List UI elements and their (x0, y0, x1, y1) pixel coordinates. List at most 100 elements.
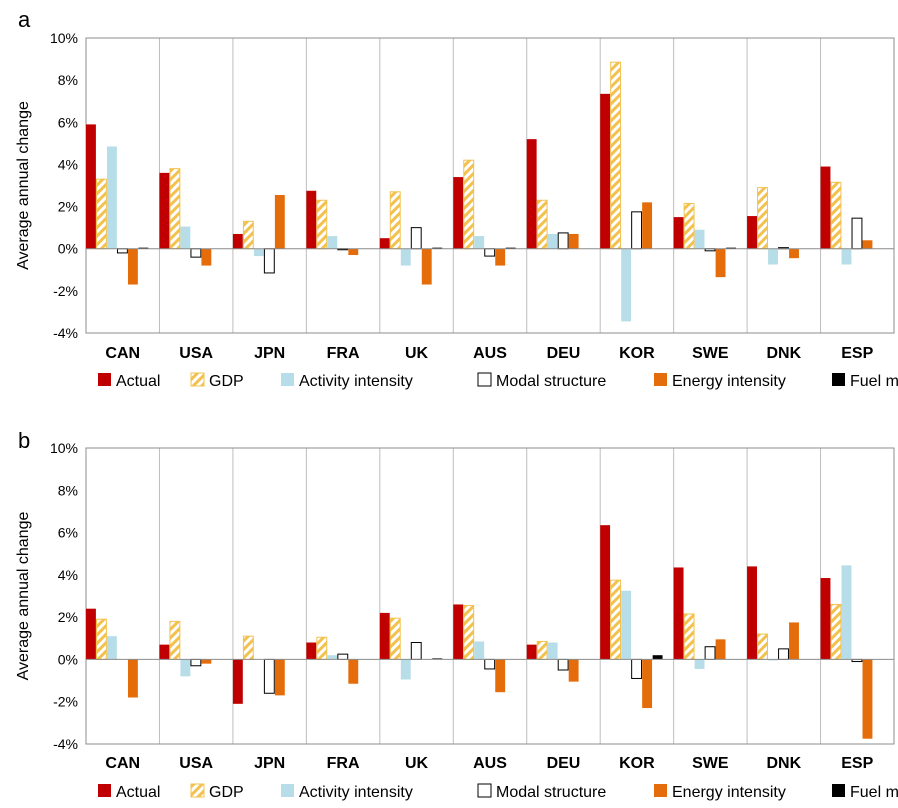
y-tick-label: 4% (58, 156, 78, 172)
bar-dnk-actual (747, 566, 757, 660)
y-tick-label: 10% (50, 440, 78, 456)
bar-usa-energy-intensity (201, 659, 212, 664)
x-tick-label: SWE (692, 755, 729, 772)
bar-usa-actual (159, 644, 170, 660)
bar-swe-activity-intensity (694, 659, 705, 669)
bar-usa-modal-structure (190, 248, 202, 258)
bar-jpn-actual (232, 659, 243, 704)
bar-kor-modal-structure (631, 658, 643, 679)
legend-label: GDP (209, 373, 244, 390)
legend-label: Fuel mix (850, 373, 898, 390)
bar-fra-actual (306, 642, 317, 660)
bar-deu-activity-intensity (547, 233, 558, 249)
y-axis-label: Average annual change (15, 512, 32, 681)
bar-aus-actual (453, 177, 464, 249)
bar-can-modal-structure (116, 248, 128, 254)
legend-label: Activity intensity (299, 373, 413, 390)
bar-usa-gdp (169, 620, 181, 660)
x-tick-label: CAN (105, 345, 140, 362)
bar-aus-activity-intensity (474, 236, 485, 249)
x-tick-label: UK (405, 345, 429, 362)
bar-jpn-actual (232, 233, 243, 249)
bar-aus-energy-intensity (495, 659, 506, 693)
x-tick-label: KOR (619, 755, 655, 772)
bar-kor-energy-intensity (642, 202, 653, 249)
bar-jpn-gdp (242, 220, 254, 250)
bar-deu-actual (526, 644, 537, 660)
legend-label: Fuel mix (850, 784, 898, 801)
y-tick-label: 0% (58, 651, 78, 667)
bar-can-activity-intensity (106, 636, 117, 660)
x-tick-label: SWE (692, 345, 729, 362)
bar-aus-actual (453, 604, 464, 660)
legend-swatch (281, 784, 294, 797)
bar-swe-activity-intensity (694, 229, 705, 249)
bar-uk-fuel-mix (432, 247, 443, 249)
bar-uk-modal-structure (410, 642, 422, 660)
x-tick-label: USA (179, 345, 213, 362)
bar-uk-modal-structure (410, 227, 422, 250)
bar-esp-energy-intensity (862, 240, 873, 249)
x-tick-label: ESP (841, 755, 873, 772)
bar-can-actual (86, 124, 96, 249)
bar-kor-energy-intensity (642, 659, 653, 709)
bar-usa-gdp (169, 168, 181, 250)
bar-can-energy-intensity (127, 659, 138, 698)
bar-uk-energy-intensity (421, 248, 432, 285)
bar-fra-modal-structure (337, 653, 349, 660)
bar-can-actual (86, 608, 96, 660)
x-tick-label: FRA (327, 755, 360, 772)
bar-aus-gdp (463, 605, 475, 660)
x-tick-label: JPN (254, 345, 285, 362)
panel-b: b Average annual change -4% -2% 0% 2% 4% 6% 8% 10… (15, 428, 898, 801)
legend-swatch (98, 373, 111, 386)
bar-deu-modal-structure (557, 658, 569, 671)
bar-usa-actual (159, 172, 170, 249)
bar-fra-gdp (316, 199, 328, 250)
y-tick-label: -4% (53, 736, 78, 752)
x-tick-label: AUS (473, 755, 507, 772)
panel-label: a (18, 7, 31, 32)
bar-can-gdp (95, 618, 107, 660)
x-tick-label: DNK (766, 345, 801, 362)
bar-esp-activity-intensity (841, 565, 852, 660)
bar-swe-energy-intensity (715, 248, 726, 278)
bar-jpn-energy-intensity (274, 194, 285, 249)
panel-a: a Average annual change -4% -2% 0% 2% 4% 6% 8% 10… (15, 7, 898, 390)
legend-label: Energy intensity (672, 784, 786, 801)
bar-deu-energy-intensity (568, 233, 579, 249)
bar-fra-actual (306, 190, 317, 249)
bar-dnk-actual (747, 216, 757, 249)
plot-frame (85, 37, 895, 334)
bar-uk-fuel-mix (432, 658, 443, 660)
bar-aus-fuel-mix (505, 247, 516, 249)
bar-usa-activity-intensity (180, 659, 191, 677)
bar-can-activity-intensity (106, 146, 117, 249)
y-tick-label: 8% (58, 482, 78, 498)
bar-kor-gdp (610, 61, 622, 250)
bar-swe-actual (673, 217, 684, 249)
legend-label: Modal structure (496, 784, 606, 801)
bar-swe-gdp (683, 202, 695, 250)
bar-uk-gdp (389, 617, 401, 660)
x-tick-label: UK (405, 755, 429, 772)
legend-label: Modal structure (496, 373, 606, 390)
plot-frame (85, 447, 895, 745)
bar-fra-activity-intensity (327, 655, 338, 660)
bar-can-fuel-mix (138, 247, 149, 249)
bar-jpn-activity-intensity (253, 248, 264, 257)
bar-esp-actual (820, 166, 831, 249)
bar-esp-actual (820, 578, 831, 660)
x-tick-label: CAN (105, 755, 140, 772)
legend-swatch (832, 784, 845, 797)
bar-uk-activity-intensity (400, 248, 411, 266)
bar-uk-gdp (389, 191, 401, 250)
legend-swatch (654, 784, 667, 797)
legend-swatch (832, 373, 845, 386)
bar-fra-gdp (316, 636, 328, 660)
x-tick-label: JPN (254, 755, 285, 772)
panel-label: b (18, 428, 30, 453)
legend-label: GDP (209, 784, 244, 801)
bar-esp-gdp (830, 603, 842, 660)
